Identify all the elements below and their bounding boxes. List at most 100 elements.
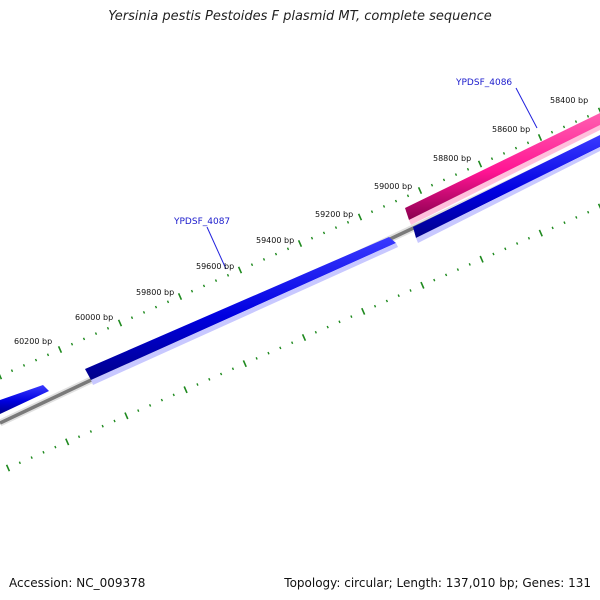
minor-tick [18, 461, 21, 465]
minor-tick [382, 205, 386, 208]
minor-tick [504, 247, 507, 251]
gene-leader-line [515, 87, 538, 129]
major-tick [420, 281, 425, 289]
minor-tick [77, 435, 81, 439]
gene-label[interactable]: YPDSF_4087 [173, 217, 230, 227]
ruler-label: 60200 bp [14, 337, 52, 346]
major-tick [242, 360, 247, 368]
minor-tick [22, 364, 26, 367]
minor-tick [42, 450, 45, 454]
minor-tick [385, 299, 389, 303]
accession-text: Accession: NC_009378 [9, 576, 146, 590]
minor-tick [550, 130, 554, 134]
minor-tick [370, 210, 374, 214]
gene-highlight [91, 243, 398, 385]
major-tick [5, 464, 11, 472]
minor-tick [267, 351, 270, 355]
minor-tick [231, 367, 235, 371]
ruler-label: 59800 bp [136, 288, 174, 297]
minor-tick [46, 353, 50, 357]
major-tick [183, 386, 188, 394]
minor-tick [214, 279, 218, 282]
major-tick [301, 333, 307, 342]
minor-tick [314, 330, 317, 334]
ruler-label: 58400 bp [550, 96, 588, 105]
major-tick [124, 412, 129, 420]
outer-tick-marks [0, 107, 600, 380]
minor-tick [166, 300, 170, 304]
minor-tick [137, 409, 140, 412]
minor-tick [190, 289, 194, 293]
minor-tick [397, 294, 400, 298]
minor-tick [551, 226, 554, 230]
minor-tick [468, 263, 471, 266]
minor-tick [456, 268, 460, 271]
minor-tick [106, 326, 110, 330]
gene-label[interactable]: YPDSF_4086 [455, 78, 512, 88]
major-tick [297, 239, 303, 248]
minor-tick [373, 304, 377, 308]
minor-tick [30, 456, 33, 459]
minor-tick [262, 258, 266, 261]
minor-tick [433, 278, 436, 282]
gene-feature-ypdsf-4086[interactable] [405, 113, 600, 220]
minor-tick [454, 173, 458, 176]
minor-tick [562, 125, 566, 129]
minor-tick [113, 419, 116, 423]
minor-tick [514, 146, 518, 150]
minor-tick [208, 377, 211, 381]
minor-tick [10, 369, 14, 373]
major-tick [597, 107, 600, 113]
sequence-summary: Topology: circular; Length: 137,010 bp; … [284, 576, 591, 590]
minor-tick [172, 393, 175, 397]
gene-feature-ypdsf-4087[interactable] [85, 237, 396, 380]
minor-tick [160, 398, 164, 402]
minor-tick [279, 346, 282, 350]
map-title: Yersinia pestis Pestoides F plasmid MT, … [108, 9, 492, 24]
minor-tick [274, 252, 278, 256]
ruler-label: 59000 bp [374, 182, 412, 191]
minor-tick [130, 316, 134, 320]
minor-tick [574, 120, 578, 123]
minor-tick [502, 152, 506, 155]
gene-leader-line [206, 226, 227, 270]
minor-tick [490, 157, 494, 161]
gene-highlight [416, 147, 600, 243]
major-tick [597, 203, 600, 209]
minor-tick [586, 114, 590, 118]
major-tick [538, 229, 543, 237]
minor-tick [563, 221, 566, 225]
ruler-label: 59600 bp [196, 262, 234, 271]
gene-feature-ypdsf-4085[interactable] [413, 135, 600, 238]
minor-tick [142, 311, 146, 314]
major-tick [57, 345, 63, 354]
minor-tick [326, 325, 329, 329]
minor-tick [338, 320, 341, 324]
major-tick [357, 213, 363, 221]
minor-tick [154, 305, 158, 309]
major-tick [0, 374, 3, 380]
minor-tick [526, 141, 530, 145]
minor-tick [101, 424, 104, 428]
minor-tick [409, 289, 412, 292]
minor-tick [286, 247, 290, 251]
major-tick [117, 319, 123, 327]
minor-tick [196, 383, 199, 386]
major-tick [361, 307, 366, 315]
minor-tick [466, 167, 470, 171]
minor-tick [70, 342, 74, 346]
minor-tick [255, 357, 258, 360]
major-tick [177, 292, 183, 301]
ruler-label: 59200 bp [315, 210, 353, 219]
minor-tick [442, 178, 446, 182]
major-tick [537, 133, 543, 142]
minor-tick [82, 337, 86, 341]
minor-tick [515, 242, 519, 245]
gene-feature-ypdsf-4088[interactable] [0, 385, 49, 414]
minor-tick [587, 210, 590, 214]
major-tick [65, 438, 70, 446]
minor-tick [350, 315, 353, 318]
major-tick [477, 160, 483, 168]
minor-tick [334, 226, 338, 229]
